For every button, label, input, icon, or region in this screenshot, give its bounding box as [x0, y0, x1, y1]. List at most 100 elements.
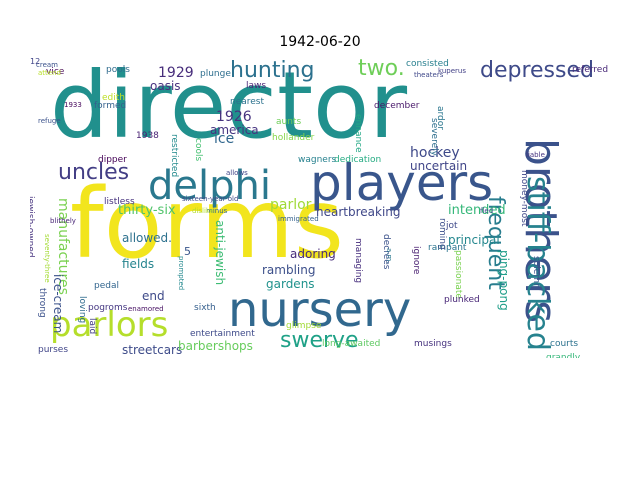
- cloud-word: ignore: [411, 246, 421, 275]
- cloud-word: listless: [104, 197, 135, 207]
- cloud-word: streetcars: [122, 343, 183, 357]
- cloud-word: minus: [206, 207, 228, 215]
- cloud-word: 1933: [64, 101, 82, 109]
- cloud-word: roming: [437, 218, 447, 250]
- chart-title: 1942-06-20: [279, 34, 361, 50]
- cloud-word: dipper: [98, 155, 127, 165]
- cloud-word: players: [310, 154, 494, 212]
- cloud-word: sixteen-year-old: [182, 195, 239, 203]
- cloud-word: laid: [87, 318, 97, 335]
- cloud-word: rambling: [262, 263, 316, 277]
- cloud-word: 1926: [216, 109, 252, 125]
- cloud-word: allows: [226, 169, 248, 177]
- cloud-word: kuperus: [438, 67, 466, 75]
- cloud-word: ice-cream: [51, 274, 65, 334]
- cloud-word: hockey: [410, 145, 460, 161]
- cloud-word: ardor: [435, 106, 445, 130]
- cloud-word: seventy-three: [43, 234, 51, 283]
- cloud-word: dislike: [192, 207, 215, 215]
- cloud-word: laws: [246, 81, 267, 91]
- cloud-word: forms: [70, 168, 344, 280]
- cloud-word: parlor: [270, 197, 312, 213]
- cloud-word: managing: [353, 238, 363, 284]
- cloud-word: jewish-owned: [30, 196, 35, 258]
- cloud-word: glimpse: [286, 321, 322, 331]
- cloud-word: entertainment: [190, 329, 255, 339]
- cloud-word: 12: [30, 58, 41, 66]
- cloud-word: jot: [446, 221, 458, 231]
- cloud-word: depressed: [480, 58, 594, 83]
- cloud-word: cream: [36, 61, 58, 69]
- cloud-word: money-most: [519, 170, 529, 227]
- cloud-word: gardens: [266, 277, 315, 291]
- cloud-word: pools: [106, 65, 130, 75]
- cloud-word: ping-pong: [497, 250, 511, 311]
- cloud-word: plunge: [200, 69, 231, 79]
- cloud-word: ennance: [353, 114, 363, 153]
- cloud-word: liable: [526, 151, 545, 159]
- word-cloud: director forms players nursery delphi brother…: [30, 58, 610, 358]
- cloud-word: plunked: [444, 295, 480, 305]
- cloud-word: thirty-six: [118, 203, 176, 218]
- cloud-word: long-awaited: [322, 339, 381, 349]
- cloud-word: referred: [572, 65, 609, 75]
- cloud-word: prompted: [177, 256, 185, 291]
- cloud-word: fled: [480, 207, 494, 215]
- cloud-word: uncles: [58, 160, 130, 185]
- cloud-word: loving: [77, 296, 87, 324]
- cloud-word: dedication: [334, 155, 382, 165]
- cloud-word: swerve: [280, 328, 359, 353]
- cloud-word: adoring: [290, 247, 336, 261]
- cloud-word: immigrated: [278, 215, 319, 223]
- cloud-word: 1929: [158, 65, 194, 81]
- cloud-word: heartbreaking: [316, 205, 401, 219]
- cloud-word: blithely: [50, 217, 76, 225]
- cloud-word: wagners: [298, 155, 337, 165]
- cloud-word: restricted: [169, 134, 179, 178]
- cloud-word: formed: [94, 101, 127, 111]
- cloud-word: courts: [550, 339, 579, 349]
- cloud-word: passionate: [453, 250, 463, 299]
- cloud-word: edith: [102, 93, 125, 103]
- cloud-word: theaters: [414, 71, 444, 79]
- cloud-word: cools: [193, 138, 203, 162]
- cloud-word: refuge: [38, 117, 61, 125]
- cloud-word: a.m.: [385, 248, 393, 264]
- cloud-word: throng: [37, 288, 47, 318]
- cloud-word: principal: [448, 233, 500, 247]
- cloud-word: america: [210, 123, 259, 137]
- cloud-word: oasis: [150, 79, 181, 93]
- cloud-word: grandly: [546, 353, 581, 359]
- cloud-word: end: [142, 289, 165, 303]
- cloud-word: december: [374, 101, 420, 111]
- cloud-word: aunts: [276, 117, 302, 127]
- cloud-word: fields: [122, 257, 155, 271]
- cloud-word: enamored: [128, 305, 164, 313]
- cloud-word: ice: [214, 131, 235, 147]
- cloud-word: vice: [46, 67, 65, 77]
- cloud-word: 5: [184, 245, 191, 258]
- cloud-word: nearest: [230, 97, 265, 107]
- cloud-word: two.: [358, 58, 405, 81]
- cloud-word: sixth: [194, 303, 216, 313]
- cloud-word: director: [50, 58, 408, 159]
- cloud-word: hollander: [272, 133, 315, 143]
- cloud-word: 1938: [136, 131, 159, 141]
- cloud-word: intended: [448, 203, 506, 218]
- cloud-word: nursery: [228, 282, 412, 338]
- cloud-word: musings: [414, 339, 452, 349]
- cloud-word: purses: [38, 345, 69, 355]
- cloud-word: hunting: [230, 58, 315, 83]
- cloud-word: anti-jewish: [213, 220, 227, 286]
- cloud-word: pedal: [94, 281, 119, 291]
- cloud-word: parlors: [50, 305, 169, 345]
- cloud-word: uncertain: [410, 159, 468, 173]
- cloud-word: rampant: [428, 243, 467, 253]
- cloud-word: solemn: [531, 256, 541, 289]
- cloud-word: barbershops: [178, 339, 253, 353]
- cloud-word: pogroms: [88, 303, 128, 313]
- cloud-word: attend: [38, 69, 61, 77]
- cloud-word: consisted: [406, 59, 449, 69]
- cloud-word: allowed.: [122, 231, 172, 245]
- cloud-word: delphi: [148, 163, 271, 209]
